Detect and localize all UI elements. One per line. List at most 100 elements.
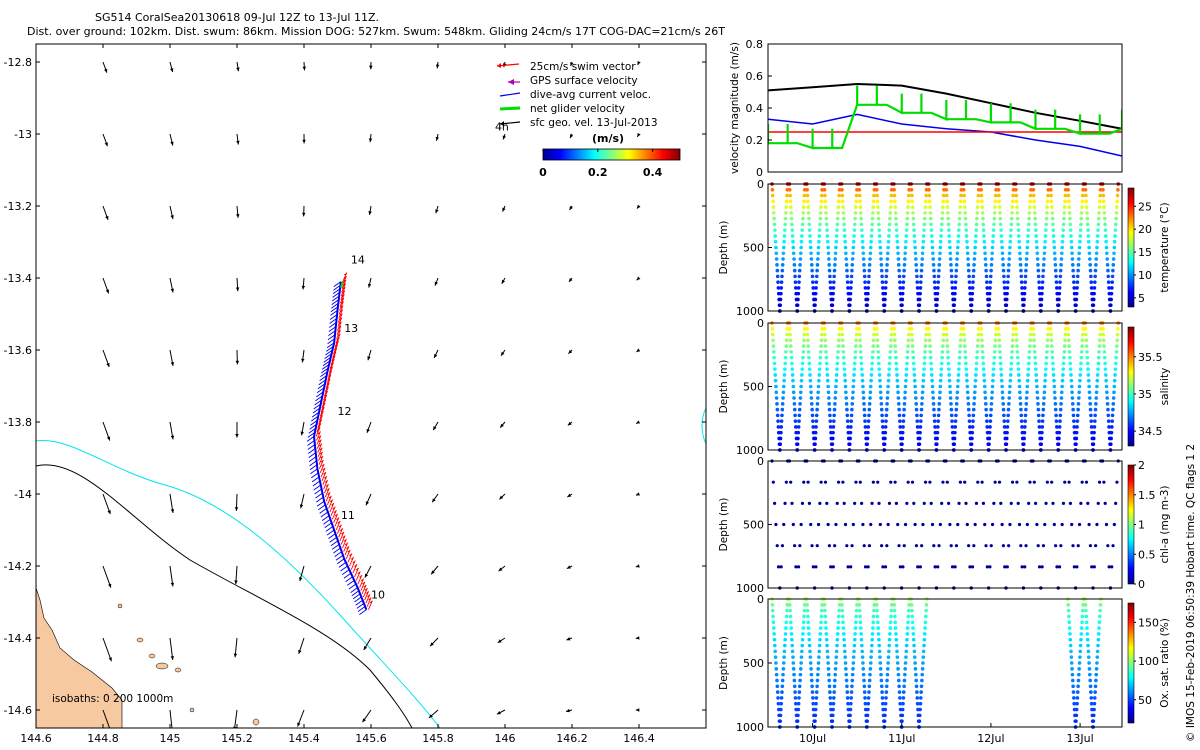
profile-point xyxy=(801,620,806,625)
profile-point xyxy=(853,216,857,221)
reef-island xyxy=(189,707,195,713)
profile-point xyxy=(1008,234,1013,238)
profile-point xyxy=(1107,425,1111,429)
profile-point xyxy=(867,407,872,412)
profile-point xyxy=(906,338,911,343)
profile-point xyxy=(1075,274,1080,279)
profile-point xyxy=(1071,413,1076,418)
profile-point xyxy=(1077,257,1081,261)
profile-point xyxy=(1097,480,1102,484)
profile-point xyxy=(783,222,787,227)
profile-point xyxy=(1024,402,1029,406)
profile-point xyxy=(992,361,996,366)
profile-point xyxy=(819,614,824,619)
profile-point xyxy=(889,614,893,619)
profile-point xyxy=(1006,413,1010,418)
profile-point xyxy=(789,211,793,215)
profile-point xyxy=(1111,544,1115,548)
profile-point xyxy=(1085,350,1089,354)
swim-arrow-head xyxy=(363,584,367,588)
profile-point xyxy=(789,205,793,209)
profile-point xyxy=(1115,199,1119,204)
profile-point xyxy=(801,205,806,209)
profile-point xyxy=(1037,286,1042,290)
profile-point xyxy=(902,268,906,273)
profile-point xyxy=(1092,425,1097,429)
profile-point xyxy=(1049,199,1054,204)
profile-point xyxy=(953,425,958,429)
profile-point xyxy=(863,280,867,284)
profile-point xyxy=(1087,384,1091,389)
profile-point xyxy=(806,620,811,625)
profile-point xyxy=(1067,211,1072,215)
geo-arrow-head xyxy=(236,214,240,218)
profile-point xyxy=(1084,344,1089,348)
profile-point xyxy=(826,384,830,389)
profile-point xyxy=(1052,251,1057,256)
profile-point xyxy=(841,350,846,354)
profile-point xyxy=(832,696,836,700)
dac-arrow xyxy=(318,379,327,386)
profile-point xyxy=(886,245,890,250)
profile-point xyxy=(831,425,836,429)
profile-point xyxy=(782,649,787,654)
profile-point xyxy=(887,228,892,232)
profile-point xyxy=(1110,413,1115,418)
profile-point xyxy=(910,193,914,198)
profile-point xyxy=(916,565,920,569)
profile-point xyxy=(878,667,883,671)
profile-point xyxy=(1079,501,1083,505)
profile-point xyxy=(774,661,778,665)
profile-point xyxy=(1093,696,1097,700)
profile-point xyxy=(887,361,892,366)
profile-point xyxy=(1106,274,1111,279)
profile-point xyxy=(854,199,858,204)
profile-point xyxy=(826,522,830,527)
geo-arrow-head xyxy=(106,436,111,441)
profile-point xyxy=(788,193,792,198)
profile-point xyxy=(927,187,931,192)
profile-point xyxy=(886,378,891,383)
profile-point xyxy=(894,216,898,221)
dac-arrow xyxy=(317,383,326,390)
profile-point xyxy=(1070,390,1074,395)
swim-arrow-head xyxy=(325,386,329,390)
profile-point xyxy=(850,257,855,261)
profile-point xyxy=(1009,228,1013,232)
profile-point xyxy=(1017,378,1021,383)
profile-point xyxy=(784,620,789,625)
profile-point xyxy=(1076,268,1080,273)
profile-point xyxy=(791,655,795,659)
profile-point xyxy=(897,690,902,694)
geo-arrow-head xyxy=(567,493,572,498)
geo-arrow-head xyxy=(499,495,504,500)
map-annotation: 11 xyxy=(341,509,355,522)
profile-point xyxy=(1078,378,1082,383)
profile-point xyxy=(780,402,785,406)
profile-point xyxy=(982,245,987,250)
profile-point xyxy=(852,373,856,377)
profile-point xyxy=(790,649,795,654)
profile-point xyxy=(1067,344,1072,348)
profile-point xyxy=(1103,222,1107,227)
profile-point xyxy=(1095,655,1100,659)
profile-point xyxy=(998,216,1003,221)
profile-point xyxy=(800,222,805,227)
profile-point xyxy=(846,701,850,706)
profile-point xyxy=(1087,245,1091,250)
profile-point xyxy=(825,655,830,659)
geo-arrow-head xyxy=(636,276,641,281)
profile-point xyxy=(894,643,899,648)
profile-point xyxy=(1097,338,1102,343)
profile-point xyxy=(898,286,903,290)
profile-point xyxy=(781,661,786,665)
profile-point xyxy=(901,280,906,284)
profile-point xyxy=(1026,373,1030,377)
profile-point xyxy=(833,396,838,400)
profile-point xyxy=(1074,719,1078,723)
geo-arrow-head xyxy=(236,140,240,145)
profile-point xyxy=(944,332,949,337)
profile-point xyxy=(795,303,800,308)
profile-point xyxy=(1104,234,1108,238)
